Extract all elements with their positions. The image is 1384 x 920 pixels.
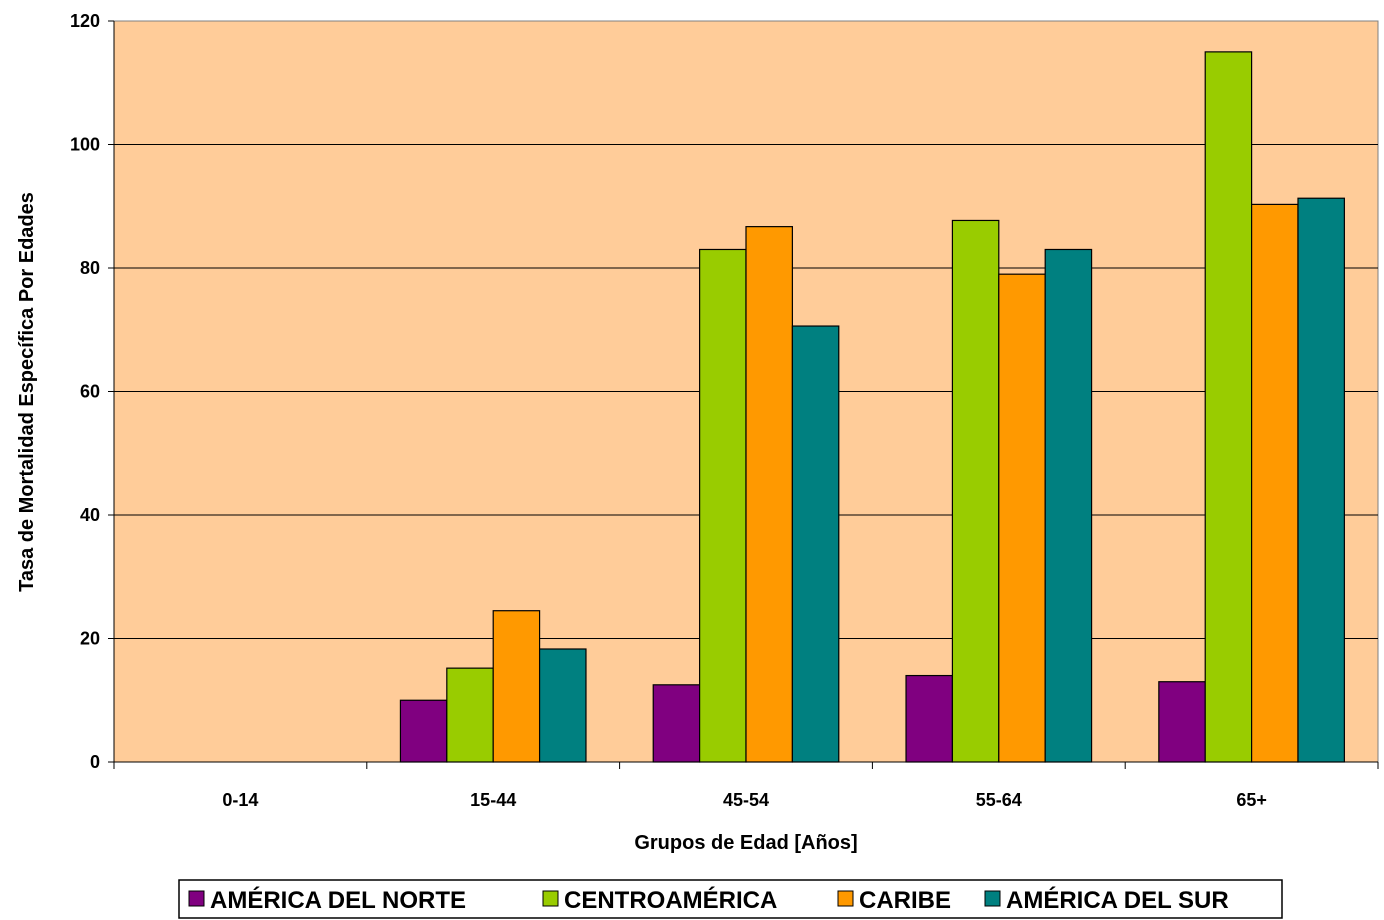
legend: AMÉRICA DEL NORTE CENTROAMÉRICA CARIBE AMÉR… bbox=[188, 886, 1229, 914]
x-tick-label: 65+ bbox=[1236, 790, 1267, 810]
bar bbox=[652, 684, 701, 763]
bar bbox=[699, 248, 747, 763]
y-axis-title: Tasa de Mortalidad Específica Por Edades bbox=[16, 192, 38, 592]
bar bbox=[446, 667, 494, 763]
legend-swatch bbox=[984, 890, 1001, 907]
legend-swatch bbox=[837, 890, 854, 907]
y-tick-label: 60 bbox=[80, 382, 100, 402]
bar bbox=[1158, 681, 1206, 763]
bar bbox=[745, 226, 793, 763]
legend-label: AMÉRICA DEL NORTE bbox=[210, 886, 466, 914]
bar bbox=[791, 325, 840, 763]
y-tick-labels: 0 20 40 60 80 100 120 bbox=[70, 11, 100, 772]
legend-swatch bbox=[188, 890, 205, 907]
legend-label: CENTROAMÉRICA bbox=[564, 886, 777, 914]
x-tick-labels: 0-14 15-44 45-54 55-64 65+ bbox=[222, 790, 1266, 810]
x-axis-title: Grupos de Edad [Años] bbox=[634, 832, 857, 854]
legend-label: AMÉRICA DEL SUR bbox=[1006, 886, 1229, 914]
bar bbox=[1044, 248, 1093, 763]
y-tick-label: 40 bbox=[80, 505, 100, 525]
x-tick-label: 15-44 bbox=[470, 790, 516, 810]
y-tick-label: 0 bbox=[90, 752, 100, 772]
bar bbox=[998, 273, 1046, 763]
bars bbox=[399, 51, 1345, 763]
legend-box bbox=[178, 879, 1283, 919]
bar bbox=[538, 648, 587, 763]
bar bbox=[905, 674, 954, 763]
bar bbox=[1297, 197, 1345, 763]
bar bbox=[492, 610, 541, 763]
y-tick-label: 100 bbox=[70, 135, 100, 155]
bar bbox=[399, 699, 448, 763]
axes bbox=[108, 20, 1379, 769]
x-tick-label: 55-64 bbox=[976, 790, 1022, 810]
y-tick-label: 80 bbox=[80, 258, 100, 278]
legend-label: CARIBE bbox=[859, 887, 951, 914]
y-tick-label: 120 bbox=[70, 11, 100, 31]
bar bbox=[1250, 203, 1299, 763]
legend-swatch bbox=[542, 890, 559, 907]
x-tick-label: 0-14 bbox=[222, 790, 258, 810]
bar bbox=[951, 219, 1000, 763]
bar bbox=[1204, 51, 1253, 763]
y-tick-label: 20 bbox=[80, 629, 100, 649]
x-tick-label: 45-54 bbox=[723, 790, 769, 810]
